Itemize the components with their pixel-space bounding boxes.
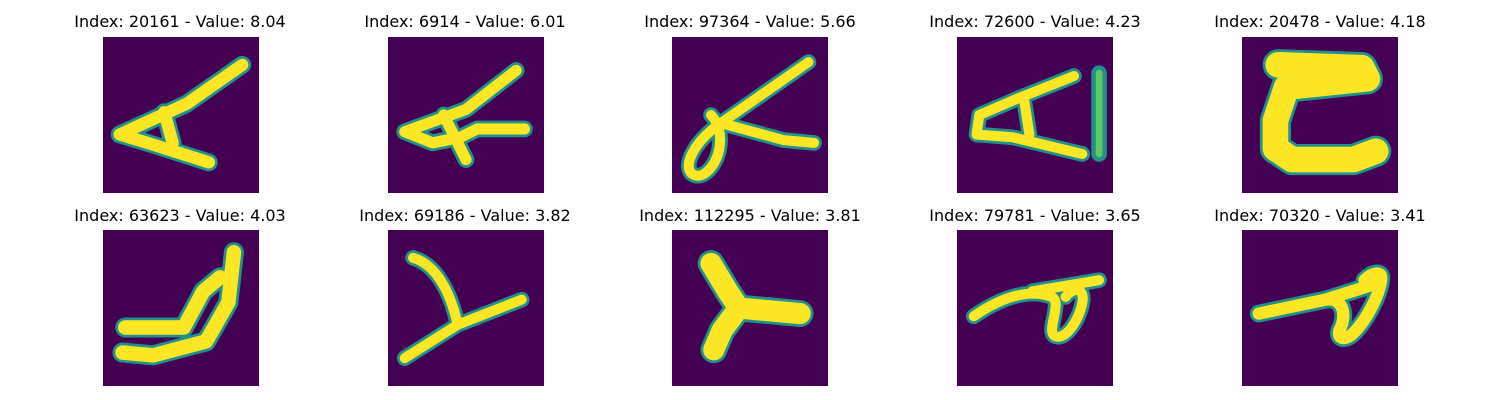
panel-image	[957, 230, 1113, 386]
panel-image	[672, 230, 828, 386]
handwritten-a-image	[112, 242, 244, 366]
panel-title: Index: 97364 - Value: 5.66	[644, 12, 856, 31]
panel-image	[1242, 37, 1398, 193]
panel-title: Index: 69186 - Value: 3.82	[359, 206, 571, 225]
panel-title: Index: 70320 - Value: 3.41	[1214, 206, 1426, 225]
panel-title: Index: 20161 - Value: 8.04	[74, 12, 286, 31]
panel-image	[388, 230, 544, 386]
handwritten-a-image	[396, 62, 533, 168]
panel-image	[103, 37, 259, 193]
panel-title: Index: 72600 - Value: 4.23	[929, 12, 1141, 31]
panel-image	[1242, 230, 1398, 386]
handwritten-e-image	[1259, 49, 1392, 176]
handwritten-a-image	[110, 55, 252, 172]
handwritten-y-image	[697, 250, 814, 364]
handwritten-a-image	[680, 54, 822, 184]
panel-title: Index: 79781 - Value: 3.65	[929, 206, 1141, 225]
panel-title: Index: 20478 - Value: 4.18	[1214, 12, 1426, 31]
panel-image	[388, 37, 544, 193]
panel-title: Index: 112295 - Value: 3.81	[639, 206, 861, 225]
panel-title: Index: 6914 - Value: 6.01	[364, 12, 566, 31]
handwritten-y-image	[396, 250, 530, 366]
panel-image	[103, 230, 259, 386]
panel-title: Index: 63623 - Value: 4.03	[74, 206, 286, 225]
handwritten-a-image	[1249, 264, 1391, 347]
panel-image	[672, 37, 828, 193]
panel-image	[957, 37, 1113, 193]
handwritten-a-image	[965, 272, 1107, 345]
handwritten-a-image	[968, 65, 1107, 162]
